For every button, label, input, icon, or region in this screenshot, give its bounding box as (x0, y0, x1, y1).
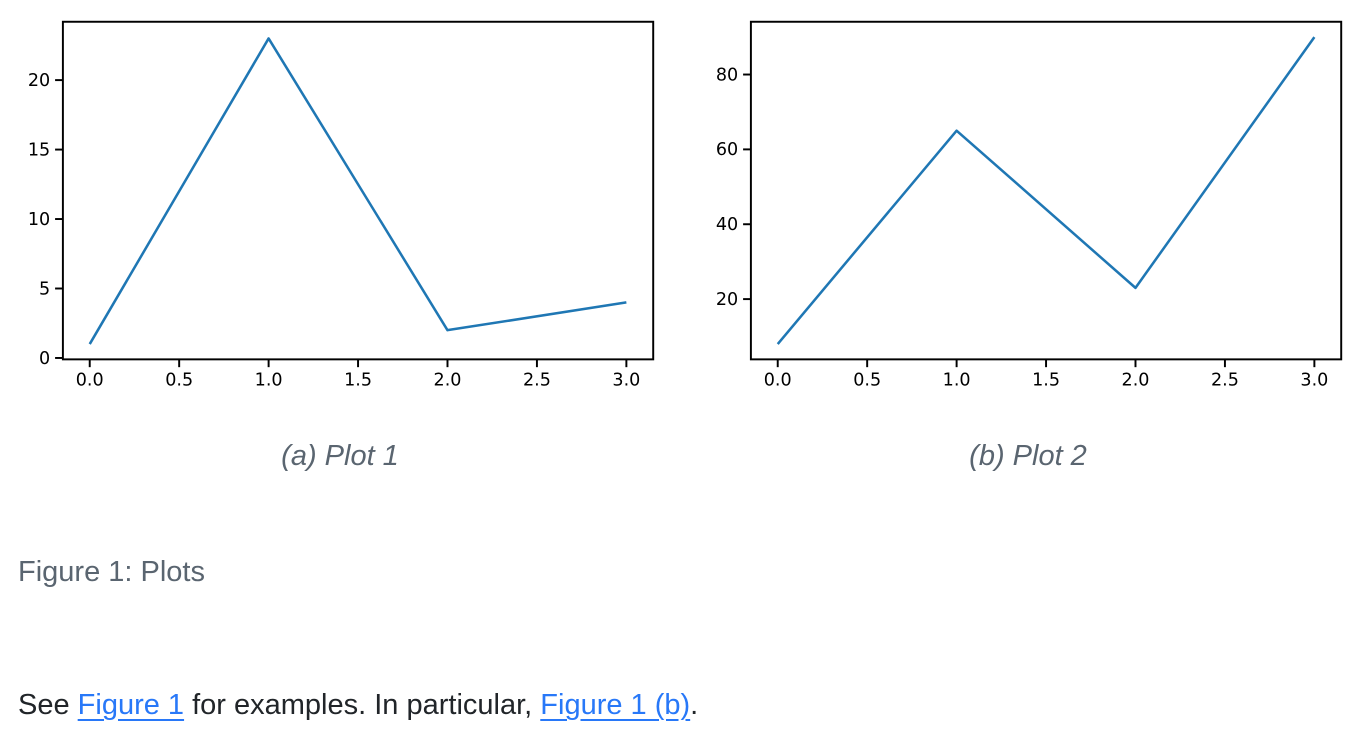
paragraph-text: for examples. In particular, (184, 688, 541, 721)
plot-2-chart: 0.0 0.5 1.0 1.5 2.0 2.5 3.0 20 40 60 80 (706, 12, 1350, 394)
x-tick-label: 0.5 (165, 371, 193, 391)
x-tick-label: 2.0 (1122, 371, 1150, 391)
plot-frame (61, 20, 655, 361)
line-chart-svg: 0.0 0.5 1.0 1.5 2.0 2.5 3.0 20 40 60 80 (716, 20, 1343, 391)
y-tick-label: 60 (716, 140, 738, 160)
x-tick-label: 0.5 (853, 371, 881, 391)
x-tick-label: 0.0 (76, 371, 104, 391)
x-tick-label: 3.0 (1300, 371, 1328, 391)
x-tick-label: 2.0 (434, 371, 462, 391)
x-tick-label: 1.0 (255, 371, 283, 391)
x-tick-label: 0.0 (764, 371, 792, 391)
figure-1-link[interactable]: Figure 1 (77, 688, 185, 721)
subfigure-a: 0.0 0.5 1.0 1.5 2.0 2.5 3.0 0 5 10 15 20 (a) Plot 1 (18, 12, 662, 476)
plot-frame (749, 20, 1343, 361)
subfigure-b-caption: (b) Plot 2 (969, 440, 1087, 473)
x-tick-label: 3.0 (612, 371, 640, 391)
data-line (776, 36, 1316, 345)
body-paragraph: See Figure 1 for examples. In particular… (18, 686, 1350, 725)
y-tick-label: 20 (28, 71, 50, 91)
x-tick-label: 1.0 (943, 371, 971, 391)
y-tick-label: 10 (28, 210, 50, 230)
figure-panels: 0.0 0.5 1.0 1.5 2.0 2.5 3.0 0 5 10 15 20 (a) Plot 1… (18, 12, 1350, 476)
x-tick-label: 2.5 (523, 371, 551, 391)
document-page: 0.0 0.5 1.0 1.5 2.0 2.5 3.0 0 5 10 15 20 (a) Plot 1… (18, 12, 1350, 725)
figure-caption: Figure 1: Plots (18, 556, 205, 589)
y-tick-label: 80 (716, 65, 738, 85)
plot-1-chart: 0.0 0.5 1.0 1.5 2.0 2.5 3.0 0 5 10 15 20 (18, 12, 662, 394)
y-tick-label: 15 (28, 140, 50, 160)
x-tick-label: 1.5 (1032, 371, 1060, 391)
y-tick-label: 40 (716, 215, 738, 235)
data-line (88, 37, 627, 345)
x-tick-label: 2.5 (1211, 371, 1239, 391)
figure-1b-link[interactable]: Figure 1 (b) (540, 688, 691, 721)
paragraph-text: See (18, 688, 78, 721)
x-tick-label: 1.5 (344, 371, 372, 391)
paragraph-text: . (690, 688, 699, 721)
y-tick-label: 0 (39, 349, 50, 369)
y-tick-label: 20 (716, 290, 738, 310)
figure-1: 0.0 0.5 1.0 1.5 2.0 2.5 3.0 0 5 10 15 20 (a) Plot 1… (18, 12, 1350, 592)
line-chart-svg: 0.0 0.5 1.0 1.5 2.0 2.5 3.0 0 5 10 15 20 (28, 20, 655, 391)
y-tick-label: 5 (39, 279, 50, 299)
subfigure-b: 0.0 0.5 1.0 1.5 2.0 2.5 3.0 20 40 60 80 (b) Plot 2 (706, 12, 1350, 476)
subfigure-a-caption: (a) Plot 1 (281, 440, 399, 473)
